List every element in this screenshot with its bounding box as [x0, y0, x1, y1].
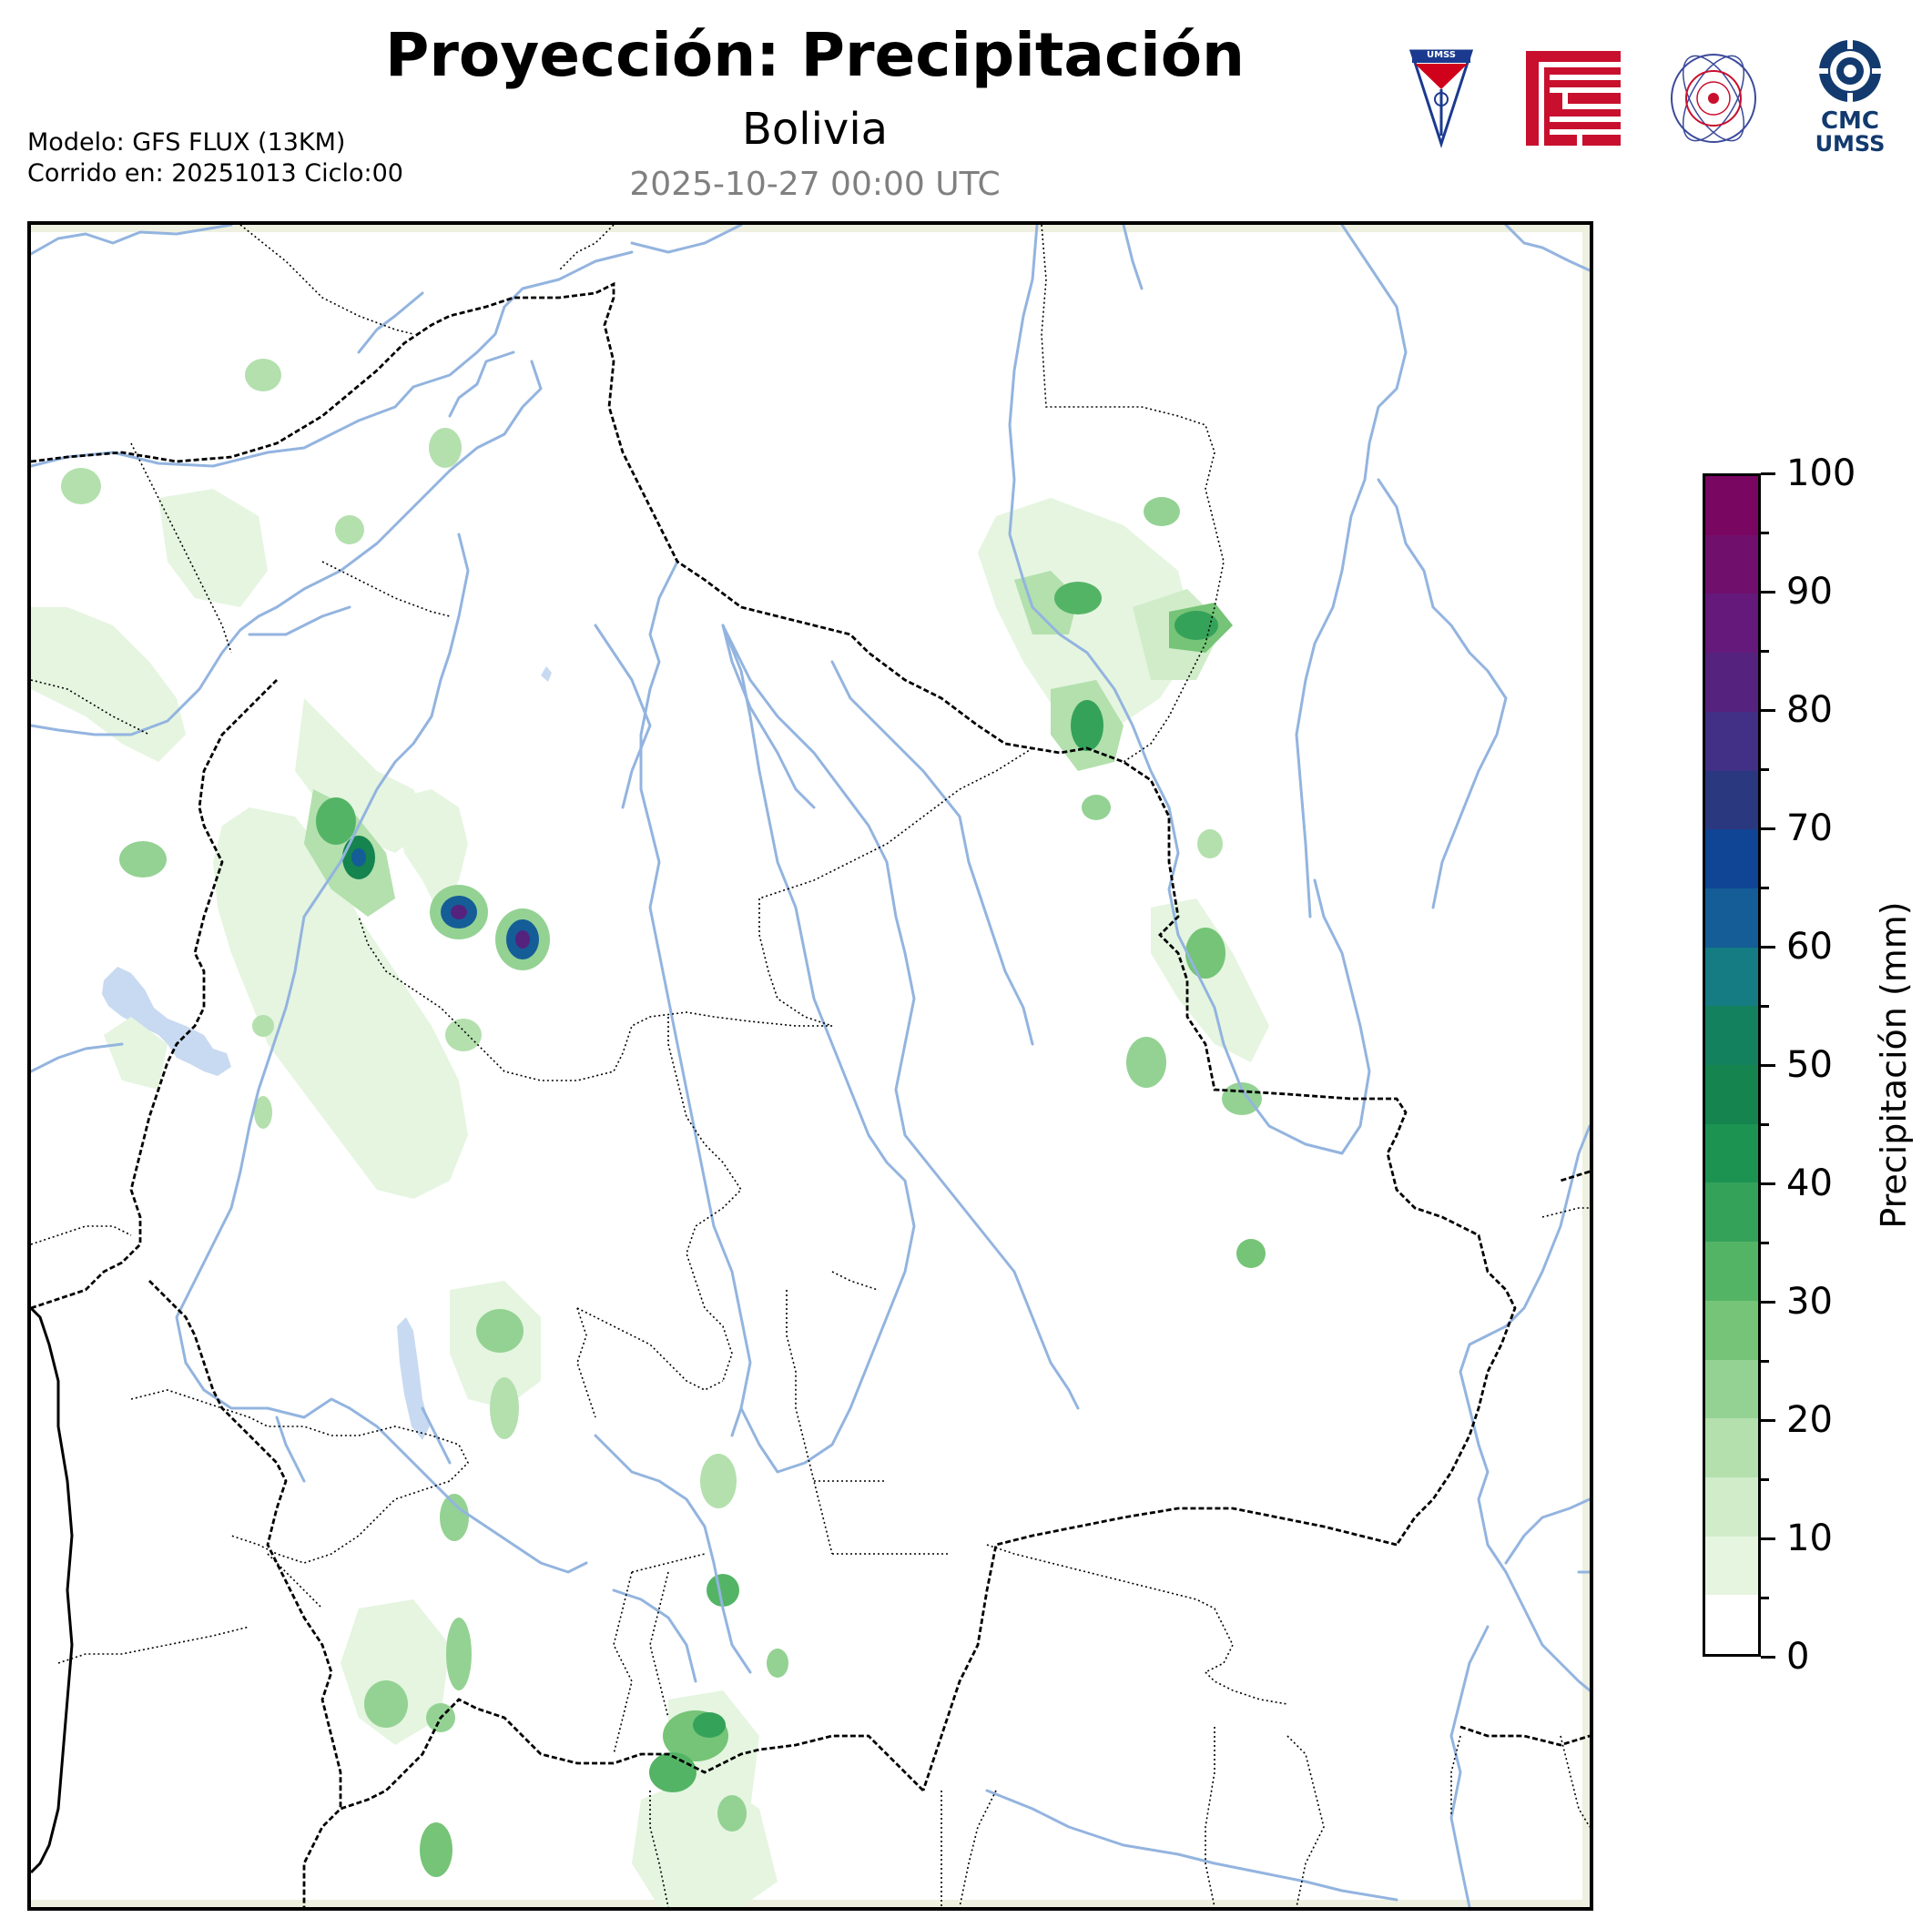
colorbar-tick-label: 60 — [1786, 926, 1833, 968]
umss-text: UMSS — [1815, 131, 1886, 157]
colorbar-segment — [1705, 828, 1758, 888]
lake-titicaca — [102, 967, 231, 1076]
colorbar-segment — [1705, 1594, 1758, 1654]
colorbar-segment — [1705, 1064, 1758, 1124]
cmc-text: CMC — [1820, 107, 1880, 135]
colorbar-tick-label: 70 — [1786, 807, 1833, 849]
colorbar-segment — [1705, 534, 1758, 594]
colorbar-tick-label: 10 — [1786, 1517, 1833, 1559]
colorbar-tick — [1761, 1300, 1775, 1304]
forecast-date: 2025-10-27 00:00 UTC — [629, 166, 1001, 203]
precipitation-map — [31, 225, 1590, 1907]
national-borders — [31, 281, 1590, 1907]
run-line: Corrido en: 20251013 Ciclo:00 — [27, 159, 403, 188]
colorbar-minor-tick — [1761, 649, 1769, 653]
colorbar-minor-tick — [1761, 886, 1769, 889]
umss-logo-text: UMSS — [1426, 50, 1457, 60]
departmental-borders — [31, 225, 1590, 1907]
coastline — [31, 1306, 74, 1874]
colorbar-minor-tick — [1761, 1004, 1769, 1008]
map-title: Proyección: Precipitación — [384, 20, 1246, 90]
fcyt-logo — [1526, 51, 1621, 146]
colorbar-tick — [1761, 1182, 1775, 1185]
colorbar-segment — [1705, 1300, 1758, 1360]
colorbar-tick-label: 30 — [1786, 1281, 1833, 1323]
colorbar-tick — [1761, 708, 1775, 712]
rivers — [31, 225, 1590, 1907]
colorbar-minor-tick — [1761, 1596, 1769, 1599]
colorbar-segment — [1705, 1359, 1758, 1419]
colorbar-segment — [1705, 711, 1758, 771]
colorbar-segment — [1705, 947, 1758, 1007]
colorbar-segment — [1705, 593, 1758, 654]
colorbar-segment — [1705, 1476, 1758, 1537]
model-info: Modelo: GFS FLUX (13KM) Corrido en: 2025… — [27, 127, 403, 189]
colorbar-segment — [1705, 1005, 1758, 1065]
colorbar-tick — [1761, 590, 1775, 594]
colorbar-segment — [1705, 1241, 1758, 1301]
map-area — [27, 221, 1593, 1911]
colorbar-tick-label: 80 — [1786, 689, 1833, 731]
colorbar-minor-tick — [1761, 1122, 1769, 1126]
colorbar-minor-tick — [1761, 531, 1769, 534]
colorbar-tick — [1761, 1063, 1775, 1067]
colorbar-minor-tick — [1761, 767, 1769, 771]
physics-dept-logo — [1664, 47, 1763, 149]
colorbar-tick-label: 100 — [1786, 452, 1856, 494]
colorbar — [1703, 473, 1761, 1657]
colorbar-tick-label: 0 — [1786, 1636, 1810, 1678]
colorbar-segment — [1705, 770, 1758, 830]
umss-logo: UMSS — [1408, 49, 1474, 149]
colorbar-tick — [1761, 1418, 1775, 1422]
map-subtitle: Bolivia — [741, 104, 889, 155]
colorbar-segment — [1705, 888, 1758, 948]
colorbar-tick — [1761, 472, 1775, 475]
colorbar-tick — [1761, 1537, 1775, 1540]
colorbar-segment — [1705, 1182, 1758, 1243]
precipitation-field — [31, 359, 1269, 1907]
colorbar-minor-tick — [1761, 1241, 1769, 1244]
colorbar-segment — [1705, 1123, 1758, 1183]
colorbar-minor-tick — [1761, 1477, 1769, 1481]
colorbar-minor-tick — [1761, 1359, 1769, 1363]
model-line: Modelo: GFS FLUX (13KM) — [27, 128, 346, 157]
colorbar-segment — [1705, 652, 1758, 712]
colorbar-tick — [1761, 945, 1775, 949]
colorbar-tick-label: 50 — [1786, 1044, 1833, 1086]
colorbar-label: Precipitación (mm) — [1874, 901, 1914, 1229]
cmc-umss-logo: CMC UMSS — [1805, 36, 1896, 159]
colorbar-segment — [1705, 476, 1758, 535]
colorbar-tick-label: 90 — [1786, 571, 1833, 613]
colorbar-tick — [1761, 827, 1775, 830]
colorbar-segment — [1705, 1417, 1758, 1477]
colorbar-tick — [1761, 1655, 1775, 1659]
colorbar-tick-label: 20 — [1786, 1399, 1833, 1441]
colorbar-tick-label: 40 — [1786, 1162, 1833, 1204]
colorbar-segment — [1705, 1536, 1758, 1596]
